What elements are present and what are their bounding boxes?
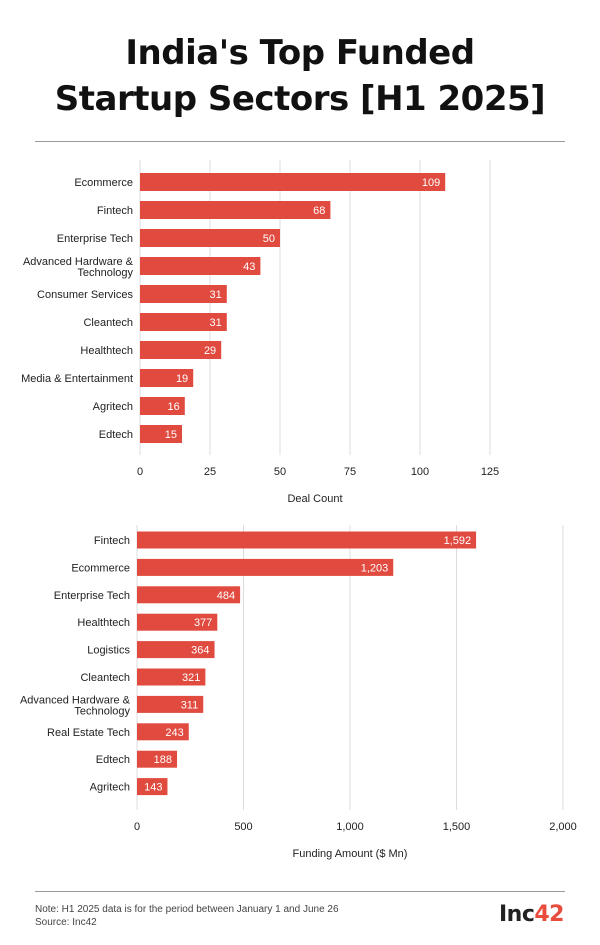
category-label: Advanced Hardware & Technology xyxy=(23,256,134,279)
category-label: Healthtech xyxy=(77,617,130,629)
tick-label: 0 xyxy=(134,821,140,833)
data-label: 15 xyxy=(165,429,177,441)
bar xyxy=(140,257,261,275)
data-label: 16 xyxy=(168,401,180,413)
data-label: 31 xyxy=(210,317,222,329)
category-label: Edtech xyxy=(96,754,130,766)
footer-divider xyxy=(35,891,565,892)
data-label: 1,592 xyxy=(444,535,472,547)
bar xyxy=(137,778,168,796)
data-label: 19 xyxy=(176,373,188,385)
footer-notes: Note: H1 2025 data is for the period bet… xyxy=(35,903,339,929)
category-label: Fintech xyxy=(97,205,133,217)
data-label: 484 xyxy=(217,590,235,602)
category-label: Ecommerce xyxy=(74,177,133,189)
data-label: 364 xyxy=(191,645,209,657)
logo-accent: 42 xyxy=(534,902,564,927)
bar xyxy=(137,531,477,549)
footer-source: Source: Inc42 xyxy=(35,917,97,928)
bar xyxy=(140,341,222,359)
bar xyxy=(137,641,215,659)
bar xyxy=(137,723,189,741)
data-label: 243 xyxy=(165,727,183,739)
bar xyxy=(140,369,194,387)
category-label: Consumer Services xyxy=(37,289,133,301)
tick-label: 100 xyxy=(411,466,429,478)
tick-label: 75 xyxy=(344,466,356,478)
bar xyxy=(137,695,204,713)
tick-label: 50 xyxy=(274,466,286,478)
data-label: 43 xyxy=(243,261,255,273)
tick-label: 500 xyxy=(234,821,252,833)
x-axis-label: Deal Count xyxy=(287,493,342,505)
title-line-1: India's Top Funded xyxy=(125,33,475,73)
category-label: Advanced Hardware & Technology xyxy=(20,694,131,717)
bar xyxy=(140,397,185,415)
page-title: India's Top Funded Startup Sectors [H1 2… xyxy=(0,30,600,122)
bar xyxy=(140,173,446,191)
bar xyxy=(137,613,218,631)
bar xyxy=(140,425,182,443)
data-label: 311 xyxy=(181,699,199,711)
bar xyxy=(137,586,241,604)
tick-label: 25 xyxy=(204,466,216,478)
data-label: 68 xyxy=(313,205,325,217)
tick-label: 0 xyxy=(137,466,143,478)
tick-label: 125 xyxy=(481,466,499,478)
data-label: 31 xyxy=(210,289,222,301)
bar xyxy=(140,285,227,303)
category-label: Agritech xyxy=(90,782,130,794)
bar xyxy=(137,668,206,686)
category-label: Cleantech xyxy=(80,672,130,684)
category-label: Cleantech xyxy=(83,317,133,329)
bar xyxy=(140,229,280,247)
x-axis-label: Funding Amount ($ Mn) xyxy=(293,848,408,860)
bar xyxy=(140,201,331,219)
title-divider xyxy=(35,141,565,142)
tick-label: 1,000 xyxy=(336,821,364,833)
tick-label: 1,500 xyxy=(443,821,471,833)
bar xyxy=(140,313,227,331)
funding-amount-chart: 1,592 Fintech 1,203 Ecommerce 484 Enterprise … xyxy=(20,525,577,860)
data-label: 29 xyxy=(204,345,216,357)
deal-count-chart: 109 Ecommerce 68 Fintech 50 Enterprise Tech 43… xyxy=(21,160,499,505)
data-label: 377 xyxy=(194,617,212,629)
data-label: 109 xyxy=(422,177,440,189)
category-label: Agritech xyxy=(93,401,133,413)
data-label: 188 xyxy=(154,754,172,766)
bar xyxy=(137,750,178,768)
data-label: 321 xyxy=(182,672,200,684)
data-label: 50 xyxy=(263,233,275,245)
logo-text: Inc xyxy=(498,902,535,927)
category-label: Healthtech xyxy=(80,345,133,357)
category-label: Enterprise Tech xyxy=(57,233,133,245)
data-label: 1,203 xyxy=(361,562,389,574)
category-label: Edtech xyxy=(99,429,133,441)
category-label: Media & Entertainment xyxy=(21,373,133,385)
bar xyxy=(137,558,394,576)
category-label: Logistics xyxy=(87,645,130,657)
title-line-2: Startup Sectors [H1 2025] xyxy=(54,79,546,119)
inc42-logo: Inc42 xyxy=(498,902,565,927)
category-label: Enterprise Tech xyxy=(54,590,130,602)
category-label: Ecommerce xyxy=(71,562,130,574)
category-label: Real Estate Tech xyxy=(47,727,130,739)
category-label: Fintech xyxy=(94,535,130,547)
data-label: 143 xyxy=(144,782,162,794)
footer-note: Note: H1 2025 data is for the period bet… xyxy=(35,904,339,915)
tick-label: 2,000 xyxy=(549,821,577,833)
